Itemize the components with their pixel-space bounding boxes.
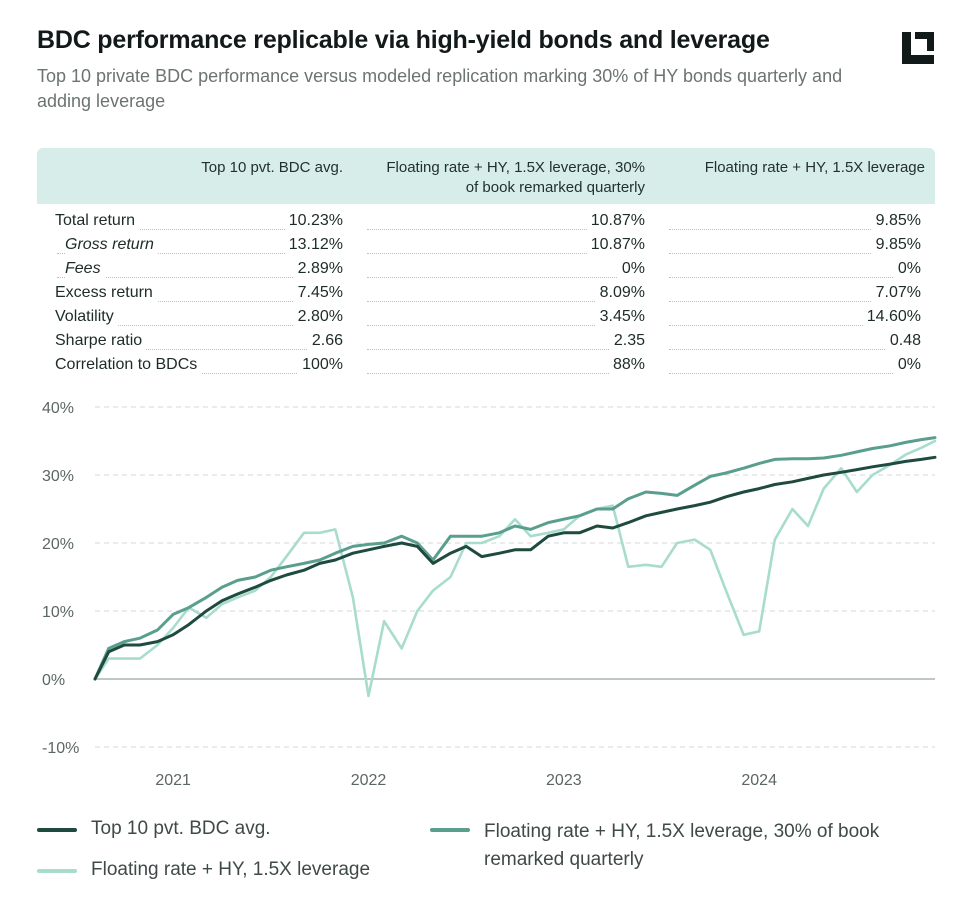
cell-value: 13.12%: [284, 236, 343, 254]
dotted-leader: [57, 253, 343, 254]
dotted-leader: [57, 277, 343, 278]
legend-swatch-bdc: [37, 828, 77, 832]
table-body: Total return 10.23% 10.87% 9.85% Gross retur…: [37, 204, 935, 382]
table-row: Volatility 2.80% 3.45% 14.60%: [37, 308, 935, 332]
dotted-leader: [669, 229, 921, 230]
row-label: Excess return: [55, 284, 157, 302]
cell-value: 2.66: [307, 332, 343, 350]
cell-value: 0%: [893, 356, 921, 374]
cell-value: 2.80%: [293, 308, 343, 326]
table-row: Fees 2.89% 0% 0%: [37, 260, 935, 284]
cell-value: 10.87%: [586, 236, 645, 254]
table-row: Correlation to BDCs 100% 88% 0%: [37, 356, 935, 380]
legend-swatch-remarked: [430, 828, 470, 832]
dotted-leader: [57, 301, 343, 302]
x-tick-label: 2023: [546, 772, 582, 789]
row-label: Correlation to BDCs: [55, 356, 202, 374]
dotted-leader: [669, 373, 921, 374]
row-label: Gross return: [65, 236, 158, 254]
table-row: Excess return 7.45% 8.09% 7.07%: [37, 284, 935, 308]
cell-value: 3.45%: [595, 308, 645, 326]
cell-value: 10.87%: [586, 212, 645, 230]
cell-value: 8.09%: [595, 284, 645, 302]
dotted-leader: [367, 325, 645, 326]
legend-swatch-hy: [37, 869, 77, 873]
cell-value: 10.23%: [284, 212, 343, 230]
column-header-remarked: Floating rate + HY, 1.5X leverage, 30% o…: [386, 159, 645, 196]
table-row: Gross return 13.12% 10.87% 9.85%: [37, 236, 935, 260]
dotted-leader: [57, 349, 343, 350]
x-tick-label: 2024: [741, 772, 777, 789]
dotted-leader: [367, 277, 645, 278]
y-tick-label: 20%: [42, 536, 74, 553]
cell-value: 0%: [893, 260, 921, 278]
row-label: Volatility: [55, 308, 118, 326]
row-label: Sharpe ratio: [55, 332, 147, 350]
x-tick-label: 2022: [351, 772, 387, 789]
dotted-leader: [669, 325, 921, 326]
chart-subtitle: Top 10 private BDC performance versus mo…: [37, 66, 843, 111]
dotted-leader: [367, 229, 645, 230]
y-tick-label: 40%: [42, 400, 74, 417]
table-row: Sharpe ratio 2.66 2.35 0.48: [37, 332, 935, 356]
cell-value: 100%: [298, 356, 343, 374]
y-tick-label: 30%: [42, 468, 74, 485]
row-label: Fees: [65, 260, 105, 278]
cell-value: 14.60%: [862, 308, 921, 326]
chart-title: BDC performance replicable via high-yiel…: [37, 26, 770, 54]
cell-value: 9.85%: [871, 236, 921, 254]
row-label: Total return: [55, 212, 140, 230]
cell-value: 7.45%: [293, 284, 343, 302]
dotted-leader: [367, 253, 645, 254]
column-header-bdc: Top 10 pvt. BDC avg.: [201, 159, 343, 176]
series-line-1: [93, 436, 937, 681]
cell-value: 2.35: [609, 332, 645, 350]
cell-value: 2.89%: [293, 260, 343, 278]
legend-label-bdc: Top 10 pvt. BDC avg.: [91, 818, 271, 839]
dotted-leader: [669, 253, 921, 254]
dotted-leader: [367, 349, 645, 350]
dotted-leader: [669, 349, 921, 350]
cell-value: 88%: [608, 356, 645, 374]
table-header: Top 10 pvt. BDC avg. Floating rate + HY,…: [37, 148, 935, 204]
stats-table: Top 10 pvt. BDC avg. Floating rate + HY,…: [37, 148, 935, 382]
dotted-leader: [367, 373, 645, 374]
cell-value: 0.48: [885, 332, 921, 350]
x-tick-label: 2021: [155, 772, 191, 789]
line-chart: 40% 30% 20% 10% 0% -10% 2021 2022 2023 2024: [42, 400, 937, 789]
dotted-leader: [669, 277, 921, 278]
series-line-0: [93, 455, 937, 681]
cell-value: 9.85%: [871, 212, 921, 230]
table-row: Total return 10.23% 10.87% 9.85%: [37, 212, 935, 236]
dotted-leader: [367, 301, 645, 302]
series-line-2: [93, 439, 937, 698]
column-header-hy: Floating rate + HY, 1.5X leverage: [704, 159, 925, 176]
dotted-leader: [669, 301, 921, 302]
bracket-logo-icon: [902, 32, 934, 64]
legend-label-remarked: Floating rate + HY, 1.5X leverage, 30% o…: [484, 821, 880, 870]
legend-label-hy: Floating rate + HY, 1.5X leverage: [91, 859, 371, 880]
y-tick-label: 10%: [42, 604, 74, 621]
dotted-leader: [57, 325, 343, 326]
dotted-leader: [57, 229, 343, 230]
y-tick-label: -10%: [42, 740, 79, 757]
y-tick-label: 0%: [42, 672, 65, 689]
cell-value: 0%: [617, 260, 645, 278]
cell-value: 7.07%: [871, 284, 921, 302]
